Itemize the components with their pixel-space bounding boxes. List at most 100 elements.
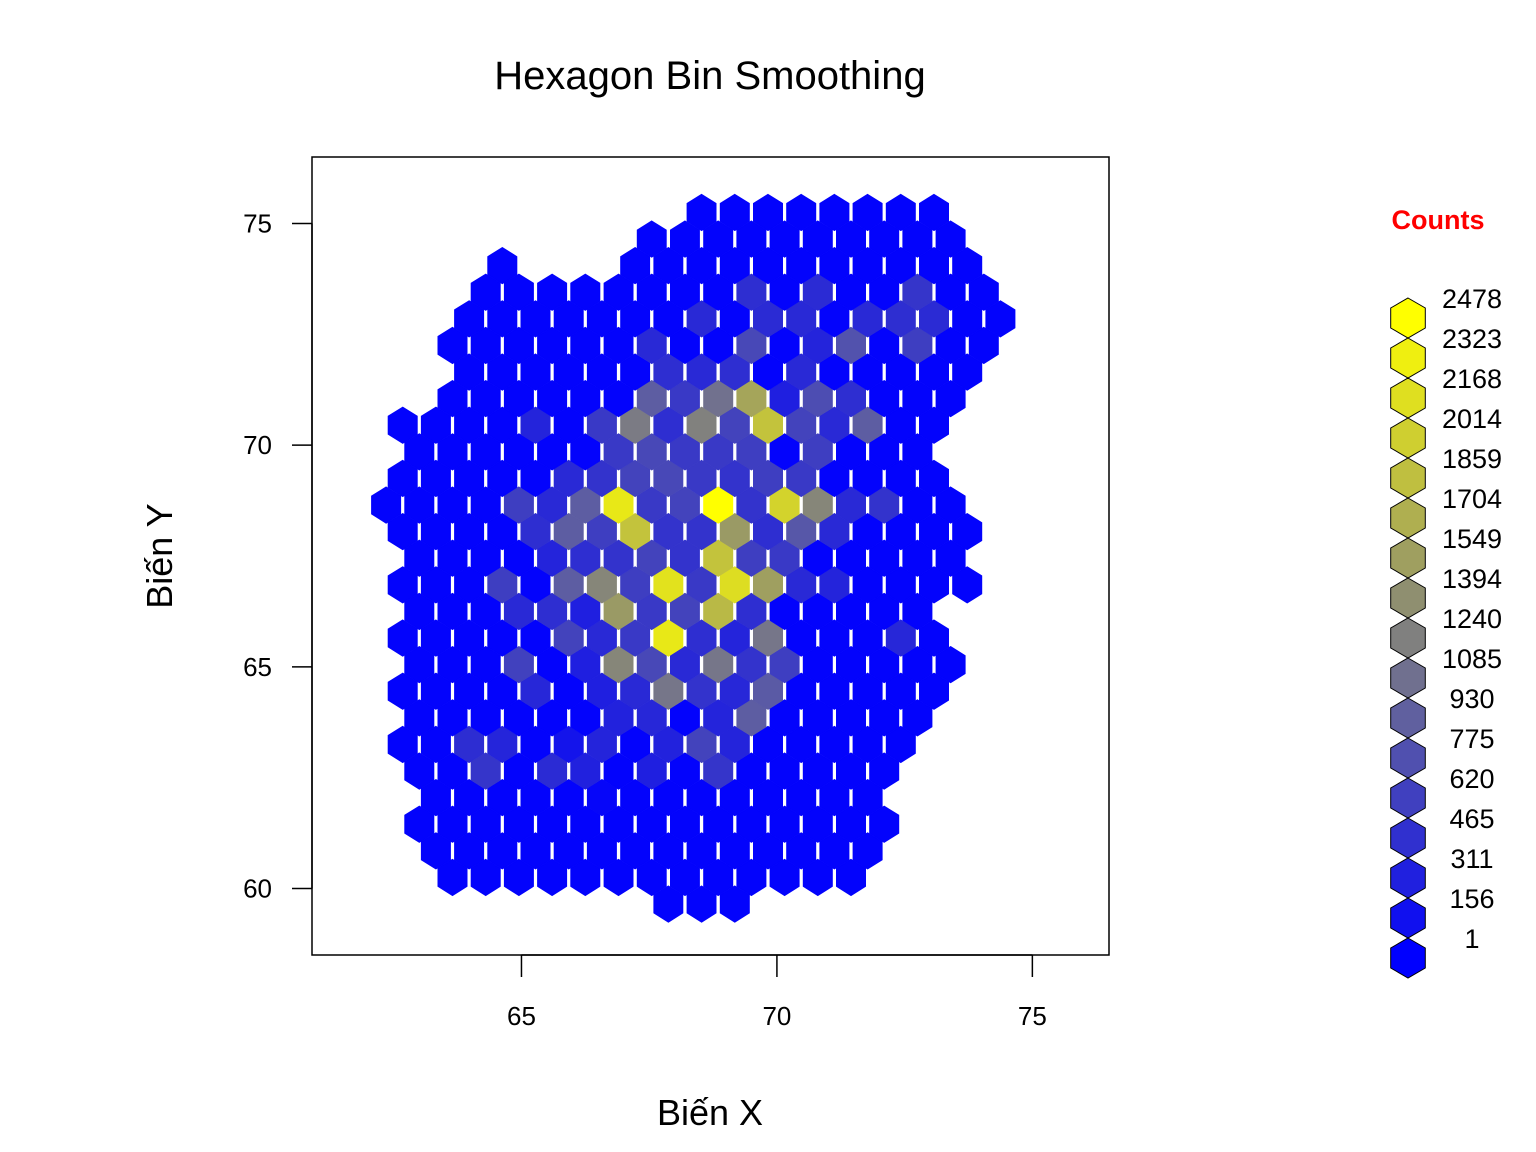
hex-bin (404, 433, 435, 471)
hex-bin (420, 513, 451, 551)
hex-bin (686, 779, 717, 817)
legend-swatch (1390, 817, 1426, 859)
legend-swatch (1390, 497, 1426, 539)
hex-bin (470, 752, 501, 790)
hex-bin (620, 672, 651, 710)
hex-bin (819, 832, 850, 870)
hex-bin (885, 406, 916, 444)
hex-bin (570, 380, 601, 418)
hex-bin (919, 566, 949, 604)
hex-bin (786, 832, 817, 870)
hex-bin (404, 699, 435, 737)
legend-label: 156 (1449, 884, 1494, 914)
hex-bin (586, 300, 617, 338)
hex-bin (802, 752, 833, 790)
hex-bin (636, 592, 667, 631)
legend-label: 930 (1449, 684, 1494, 714)
legend-title: Counts (1392, 205, 1485, 235)
hex-bin (437, 592, 468, 631)
hex-bin (437, 752, 468, 790)
hex-bin (537, 858, 568, 897)
hex-bin (869, 380, 900, 418)
hex-bin (503, 858, 534, 897)
hex-bin (537, 752, 568, 790)
hex-bin (487, 247, 518, 285)
hex-bin (935, 539, 966, 577)
hex-bin (503, 646, 534, 684)
hex-bin (404, 646, 435, 684)
y-axis: 60 65 70 75 (243, 209, 313, 904)
hex-bin (437, 646, 468, 684)
hex-bin (935, 646, 966, 684)
hex-bin (852, 193, 883, 232)
hex-bin (968, 326, 999, 365)
hex-bin (520, 566, 551, 604)
y-tick-label: 60 (243, 874, 272, 904)
hex-bin (968, 273, 999, 311)
x-axis: 65 70 75 (507, 954, 1047, 1031)
hex-bin (503, 699, 534, 737)
hex-bin (852, 832, 883, 870)
hex-bin (570, 433, 601, 471)
hex-bin (885, 672, 916, 710)
hex-bin (935, 273, 966, 311)
hex-bin (802, 273, 833, 311)
hex-bin (869, 752, 900, 790)
hex-bin (786, 300, 817, 338)
hex-bin (487, 832, 518, 870)
hex-bin (836, 805, 866, 843)
hex-bin (670, 380, 700, 418)
hex-bin (470, 592, 501, 631)
hex-bin (753, 247, 783, 285)
hex-bin (586, 779, 617, 817)
hex-bin (653, 513, 684, 551)
hex-bin (603, 486, 634, 524)
hex-bin (620, 779, 651, 817)
hex-bin (520, 300, 551, 338)
hex-bin (520, 779, 551, 817)
hex-bin (802, 592, 833, 631)
hex-bin (404, 539, 435, 577)
hex-bin (553, 459, 584, 498)
hex-bin (404, 805, 435, 843)
hex-bin (686, 885, 717, 923)
hex-bin (836, 592, 866, 631)
hex-bin (537, 805, 568, 843)
hex-bin (603, 380, 634, 418)
hex-bin (437, 539, 468, 577)
hex-bin (852, 513, 883, 551)
hex-bin (653, 566, 684, 604)
hex-bin (686, 459, 717, 498)
hex-bin (819, 247, 850, 285)
legend-label: 465 (1449, 804, 1494, 834)
hex-bin (703, 220, 734, 258)
legend-swatch (1390, 777, 1426, 819)
hex-bin (719, 779, 750, 817)
legend-swatch (1390, 617, 1426, 659)
hex-bin (836, 699, 866, 737)
hex-bin (636, 646, 667, 684)
hex-bin (719, 885, 750, 923)
hex-bin (852, 725, 883, 764)
hex-bin (852, 406, 883, 444)
hex-bin (487, 779, 518, 817)
hex-bin (753, 779, 783, 817)
hex-bin (919, 619, 949, 657)
hex-bin (885, 725, 916, 764)
hex-bin (470, 433, 501, 471)
hex-bin (454, 725, 485, 764)
hex-bin (437, 433, 468, 471)
hex-bin (603, 539, 634, 577)
hex-bin (836, 646, 866, 684)
hex-bin (653, 353, 684, 391)
hex-bin (670, 220, 700, 258)
hex-bin (620, 300, 651, 338)
hex-bin (736, 433, 767, 471)
hex-bin (786, 725, 817, 764)
hex-bin (553, 619, 584, 657)
hex-bin (736, 380, 767, 418)
hex-bin (636, 220, 667, 258)
hex-bin (437, 326, 468, 365)
hex-bin (869, 273, 900, 311)
hex-bin (769, 858, 800, 897)
